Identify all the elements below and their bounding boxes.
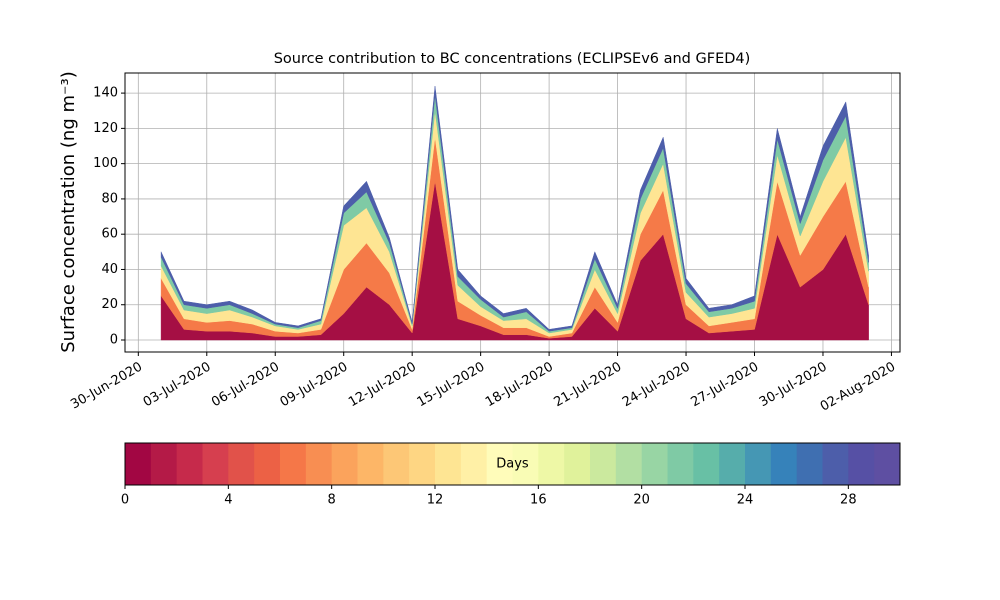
colorbar-bin	[409, 443, 436, 485]
colorbar-bin	[228, 443, 255, 485]
colorbar-bin	[460, 443, 488, 485]
y-tick-label: 140	[93, 86, 118, 101]
colorbar-bin	[590, 443, 617, 485]
x-tick-label: 15-Jul-2020	[415, 360, 488, 411]
colorbar-bin	[125, 443, 152, 485]
colorbar-bin	[719, 443, 746, 485]
colorbar-bin	[538, 443, 565, 485]
x-tick-label: 03-Jul-2020	[141, 360, 214, 411]
y-tick-label: 80	[101, 191, 118, 206]
colorbar-bin	[357, 443, 384, 485]
colorbar-bin	[305, 443, 333, 485]
x-tick-label: 02-Aug-2020	[818, 360, 898, 415]
y-tick-label: 20	[101, 297, 118, 312]
y-tick-label: 120	[93, 121, 118, 136]
colorbar-tick-label: 8	[328, 493, 336, 508]
y-tick-label: 60	[101, 227, 118, 242]
area-layer	[160, 86, 869, 332]
x-tick-label: 09-Jul-2020	[278, 360, 351, 411]
chart-title: Source contribution to BC concentrations…	[274, 51, 751, 67]
colorbar-bin	[176, 443, 203, 485]
colorbar-bin	[874, 443, 901, 485]
colorbar-bin	[796, 443, 823, 485]
colorbar-bin	[615, 443, 643, 485]
colorbar-tick-label: 12	[427, 493, 444, 508]
colorbar-tick-label: 20	[633, 493, 650, 508]
colorbar-bin	[693, 443, 720, 485]
colorbar-bin	[202, 443, 229, 485]
x-tick-label: 12-Jul-2020	[346, 360, 419, 411]
colorbar-tick-label: 16	[530, 493, 547, 508]
colorbar-bin	[254, 443, 281, 485]
colorbar-bin	[486, 443, 513, 485]
plot-frame	[124, 72, 901, 353]
y-tick-label: 40	[101, 262, 118, 277]
colorbar-tick-label: 4	[224, 493, 232, 508]
y-axis-label: Surface concentration (ng m⁻³)	[58, 71, 79, 353]
colorbar-bin	[435, 443, 462, 485]
colorbar-tick-label: 0	[121, 493, 129, 508]
x-tick-label: 30-Jun-2020	[68, 360, 145, 413]
colorbar-bin	[822, 443, 849, 485]
x-tick-label: 24-Jul-2020	[620, 360, 693, 411]
colorbar-bin	[564, 443, 591, 485]
x-tick-label: 06-Jul-2020	[209, 360, 282, 411]
colorbar-frame	[124, 442, 901, 486]
colorbar-bin	[745, 443, 772, 485]
colorbar-bin	[280, 443, 307, 485]
colorbar-bin	[641, 443, 668, 485]
colorbar-bin	[383, 443, 410, 485]
colorbar-label: Days	[496, 457, 529, 472]
x-tick-label: 27-Jul-2020	[688, 360, 761, 411]
colorbar-tick-label: 24	[737, 493, 754, 508]
y-tick-label: 100	[93, 156, 118, 171]
colorbar-tick-label: 28	[840, 493, 857, 508]
x-tick-label: 18-Jul-2020	[483, 360, 556, 411]
colorbar-bin	[512, 443, 539, 485]
colorbar-bin	[770, 443, 798, 485]
colorbar-bin	[667, 443, 694, 485]
x-tick-label: 21-Jul-2020	[552, 360, 625, 411]
colorbar-bin	[331, 443, 358, 485]
y-tick-label: 0	[110, 333, 118, 348]
colorbar-bin	[150, 443, 178, 485]
colorbar-bin	[848, 443, 875, 485]
